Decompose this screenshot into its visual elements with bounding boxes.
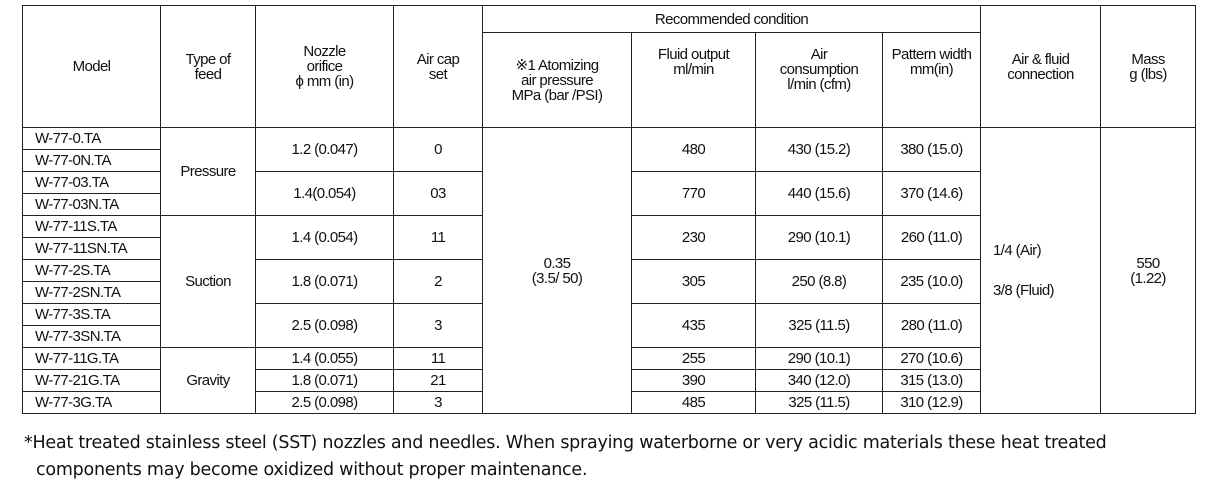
orifice-cell: 1.4(0.054) <box>255 171 394 216</box>
connection-cell: 1/4 (Air) 3/8 (Fluid) <box>980 127 1102 414</box>
table-row: W-77-03N.TA* <box>22 193 1196 216</box>
header-cell: Pattern width mm(in) <box>881 32 982 128</box>
air-cap-cell: 11 <box>393 215 483 260</box>
header-cell: Fluid output ml/min <box>631 32 756 128</box>
header-cell: Recommended condition <box>481 5 982 33</box>
model-name: W-77-0.TA <box>35 130 101 147</box>
model-cell: W-77-21G.TA <box>22 369 161 392</box>
header-cell: Air consumption l/min (cfm) <box>755 32 883 128</box>
model-cell: W-77-11S.TA <box>22 215 161 238</box>
model-cell: W-77-03N.TA* <box>22 193 161 216</box>
pattern-width-cell: 270 (10.6) <box>881 347 982 370</box>
pattern-width-cell: 280 (11.0) <box>881 303 982 348</box>
table-row: W-77-3S.TA 2.5 (0.098) 3 435 325 (11.5) 280 (… <box>22 303 1196 348</box>
atomizing-cell: 0.35 (3.5/ 50) <box>482 127 632 414</box>
footnote: *Heat treated stainless steel (SST) nozz… <box>24 433 1107 480</box>
model-cell: W-77-11SN.TA* <box>22 237 161 260</box>
pattern-width-cell: 235 (10.0) <box>881 259 982 304</box>
connection-line: 3/8 (Fluid) <box>993 281 1055 299</box>
model-cell: W-77-3SN.TA* <box>22 325 161 348</box>
table-body: W-77-0.TA Pressure 1.2 (0.047) 0 0.35 (3.5/ … <box>22 127 1197 414</box>
air-consumption-cell: 340 (12.0) <box>755 369 883 392</box>
header-cell: Air & fluid connection <box>980 5 1102 128</box>
orifice-cell: 1.4 (0.055) <box>255 347 394 370</box>
table-row: W-77-21G.TA 1.8 (0.071) 21 390 340 (12.0) 315… <box>22 369 1196 392</box>
orifice-cell: 1.4 (0.054) <box>255 215 394 260</box>
fluid-output-cell: 255 <box>631 347 756 370</box>
air-cap-cell: 21 <box>393 369 483 392</box>
fluid-output-cell: 480 <box>631 127 756 172</box>
air-consumption-cell: 430 (15.2) <box>755 127 883 172</box>
table-row: W-77-11S.TA Suction 1.4 (0.054) 11 230 290 (1… <box>22 215 1196 348</box>
pattern-width-cell: 315 (13.0) <box>881 369 982 392</box>
model-name: W-77-03.TA <box>35 174 109 191</box>
pattern-width-cell: 260 (11.0) <box>881 215 982 260</box>
pattern-width-cell: 380 (15.0) <box>881 127 982 172</box>
table-row: W-77-03.TA 1.4(0.054) 03 770 440 (15.6) 370 (… <box>22 171 1196 216</box>
air-cap-cell: 11 <box>393 347 483 370</box>
header-cell: ※1 Atomizing air pressure MPa (bar /PSI) <box>482 32 632 128</box>
feed-cell: Pressure <box>160 127 256 216</box>
model-name: W-77-11SN.TA <box>35 240 128 257</box>
table-row: W-77-11SN.TA* <box>22 237 1196 260</box>
air-consumption-cell: 290 (10.1) <box>755 215 883 260</box>
model-name: W-77-3S.TA <box>35 306 111 323</box>
table-row: W-77-0.TA Pressure 1.2 (0.047) 0 0.35 (3.5/ … <box>22 127 1197 414</box>
fluid-output-cell: 230 <box>631 215 756 260</box>
orifice-cell: 2.5 (0.098) <box>255 391 394 414</box>
model-name: W-77-2S.TA <box>35 262 111 279</box>
pattern-width-cell: 370 (14.6) <box>881 171 982 216</box>
header-cell: Air cap set <box>393 5 483 128</box>
air-cap-cell: 3 <box>393 391 483 414</box>
header-cell: Nozzle orifice ϕ mm (in) <box>255 5 394 128</box>
air-cap-cell: 3 <box>393 303 483 348</box>
feed-cell: Suction <box>160 215 256 348</box>
model-cell: W-77-11G.TA <box>22 347 161 370</box>
orifice-cell: 1.2 (0.047) <box>255 127 394 172</box>
model-name: W-77-11G.TA <box>35 350 119 367</box>
model-cell: W-77-2SN.TA* <box>22 281 161 304</box>
air-consumption-cell: 250 (8.8) <box>755 259 883 304</box>
header-cell: Mass g (lbs) <box>1100 5 1197 128</box>
model-name: W-77-3SN.TA <box>35 328 121 345</box>
air-consumption-cell: 290 (10.1) <box>755 347 883 370</box>
model-cell: W-77-0N.TA* <box>22 149 161 172</box>
fluid-output-cell: 305 <box>631 259 756 304</box>
air-cap-cell: 0 <box>393 127 483 172</box>
model-name: W-77-11S.TA <box>35 218 117 235</box>
table-row: W-77-3G.TA 2.5 (0.098) 3 485 325 (11.5) 310 (… <box>22 391 1196 414</box>
orifice-cell: 1.8 (0.071) <box>255 369 394 392</box>
header-cell: Type of feed <box>160 5 256 128</box>
table-row: W-77-2SN.TA* <box>22 281 1196 304</box>
model-name: W-77-21G.TA <box>35 372 120 389</box>
model-cell: W-77-3G.TA <box>22 391 161 414</box>
fluid-output-cell: 770 <box>631 171 756 216</box>
feed-cell: Gravity <box>160 347 256 414</box>
model-name: W-77-03N.TA <box>35 196 119 213</box>
air-cap-cell: 03 <box>393 171 483 216</box>
orifice-cell: 2.5 (0.098) <box>255 303 394 348</box>
connection-line: 1/4 (Air) <box>993 241 1042 259</box>
fluid-output-cell: 390 <box>631 369 756 392</box>
model-cell: W-77-3S.TA <box>22 303 161 326</box>
fluid-output-cell: 435 <box>631 303 756 348</box>
orifice-cell: 1.8 (0.071) <box>255 259 394 304</box>
pattern-width-cell: 310 (12.9) <box>881 391 982 414</box>
air-consumption-cell: 440 (15.6) <box>755 171 883 216</box>
air-consumption-cell: 325 (11.5) <box>755 391 883 414</box>
model-cell: W-77-03.TA <box>22 171 161 194</box>
mass-cell: 550 (1.22) <box>1100 127 1197 414</box>
fluid-output-cell: 485 <box>631 391 756 414</box>
table-row: W-77-11G.TA Gravity 1.4 (0.055) 11 255 290 (1… <box>22 347 1196 414</box>
spec-table: Model Type of feed Nozzle orifice ϕ mm (… <box>22 5 1197 414</box>
model-name: W-77-3G.TA <box>35 394 112 411</box>
air-consumption-cell: 325 (11.5) <box>755 303 883 348</box>
air-cap-cell: 2 <box>393 259 483 304</box>
model-name: W-77-2SN.TA <box>35 284 121 301</box>
model-name: W-77-0N.TA <box>35 152 112 169</box>
header-cell: Model <box>22 5 161 128</box>
model-cell: W-77-0.TA <box>22 127 161 150</box>
model-cell: W-77-2S.TA <box>22 259 161 282</box>
